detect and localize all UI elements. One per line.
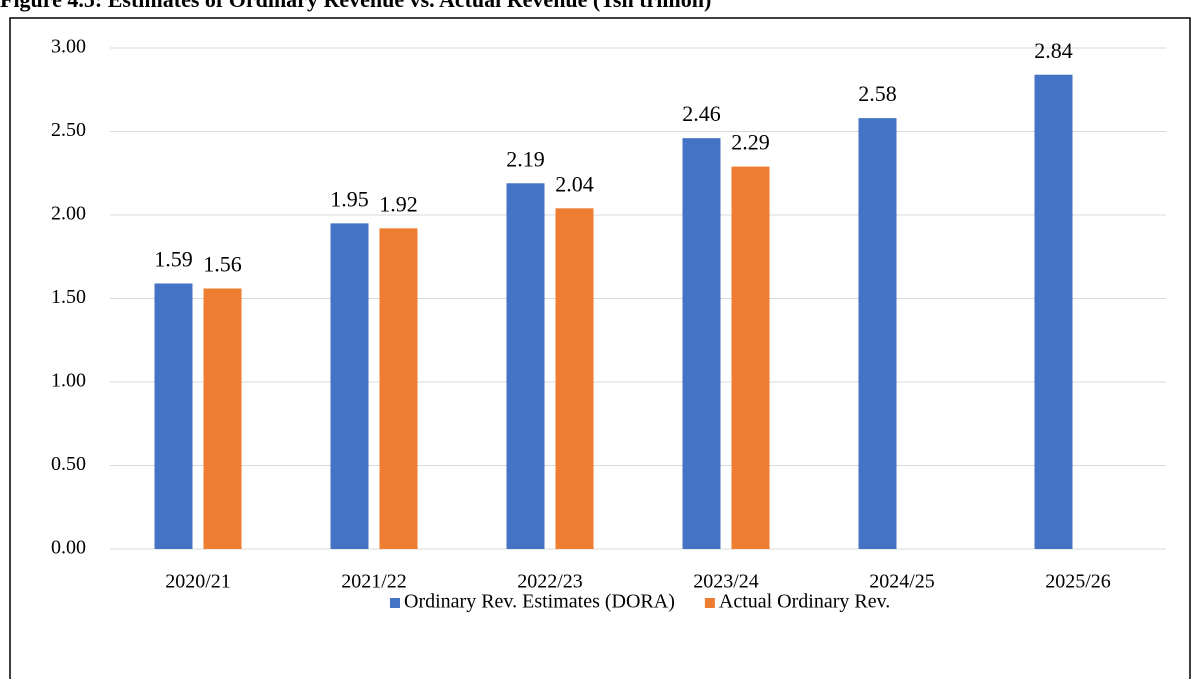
bar	[731, 166, 770, 549]
data-label: 2.29	[731, 130, 770, 155]
bar	[555, 208, 594, 549]
y-tick-label: 1.00	[51, 370, 86, 392]
legend-swatch	[704, 598, 715, 608]
bar	[1034, 74, 1073, 549]
y-tick-label: 3.00	[51, 36, 86, 58]
data-label: 1.92	[379, 191, 418, 216]
data-label: 1.56	[203, 252, 242, 277]
bar	[858, 118, 897, 549]
data-label: 2.46	[682, 101, 721, 126]
bar	[379, 228, 418, 550]
y-tick-label: 1.50	[51, 286, 86, 308]
data-label: 1.59	[154, 247, 193, 272]
data-label: 2.58	[858, 81, 897, 106]
x-tick-label: 2020/21	[165, 571, 231, 593]
data-label: 2.04	[555, 171, 594, 196]
bar	[682, 138, 721, 549]
bar	[506, 183, 545, 549]
legend-label: Actual Ordinary Rev.	[719, 591, 890, 613]
data-label: 1.95	[330, 186, 369, 211]
y-tick-label: 0.50	[51, 453, 86, 475]
x-tick-label: 2021/22	[341, 571, 407, 593]
x-tick-label: 2022/23	[517, 571, 583, 593]
bar	[203, 288, 242, 549]
y-tick-label: 2.50	[51, 119, 86, 141]
y-tick-label: 0.00	[51, 537, 86, 559]
x-tick-label: 2024/25	[869, 571, 935, 593]
bar	[330, 223, 369, 549]
y-tick-label: 2.00	[51, 203, 86, 225]
x-tick-label: 2025/26	[1045, 571, 1111, 593]
x-tick-label: 2023/24	[693, 571, 759, 593]
data-label: 2.84	[1034, 38, 1073, 63]
chart-title: Figure 4.5: Estimates of Ordinary Revenu…	[0, 0, 711, 12]
legend-swatch	[390, 598, 400, 608]
data-label: 2.19	[506, 146, 545, 171]
bar	[154, 283, 193, 549]
legend-label: Ordinary Rev. Estimates (DORA)	[404, 591, 675, 613]
